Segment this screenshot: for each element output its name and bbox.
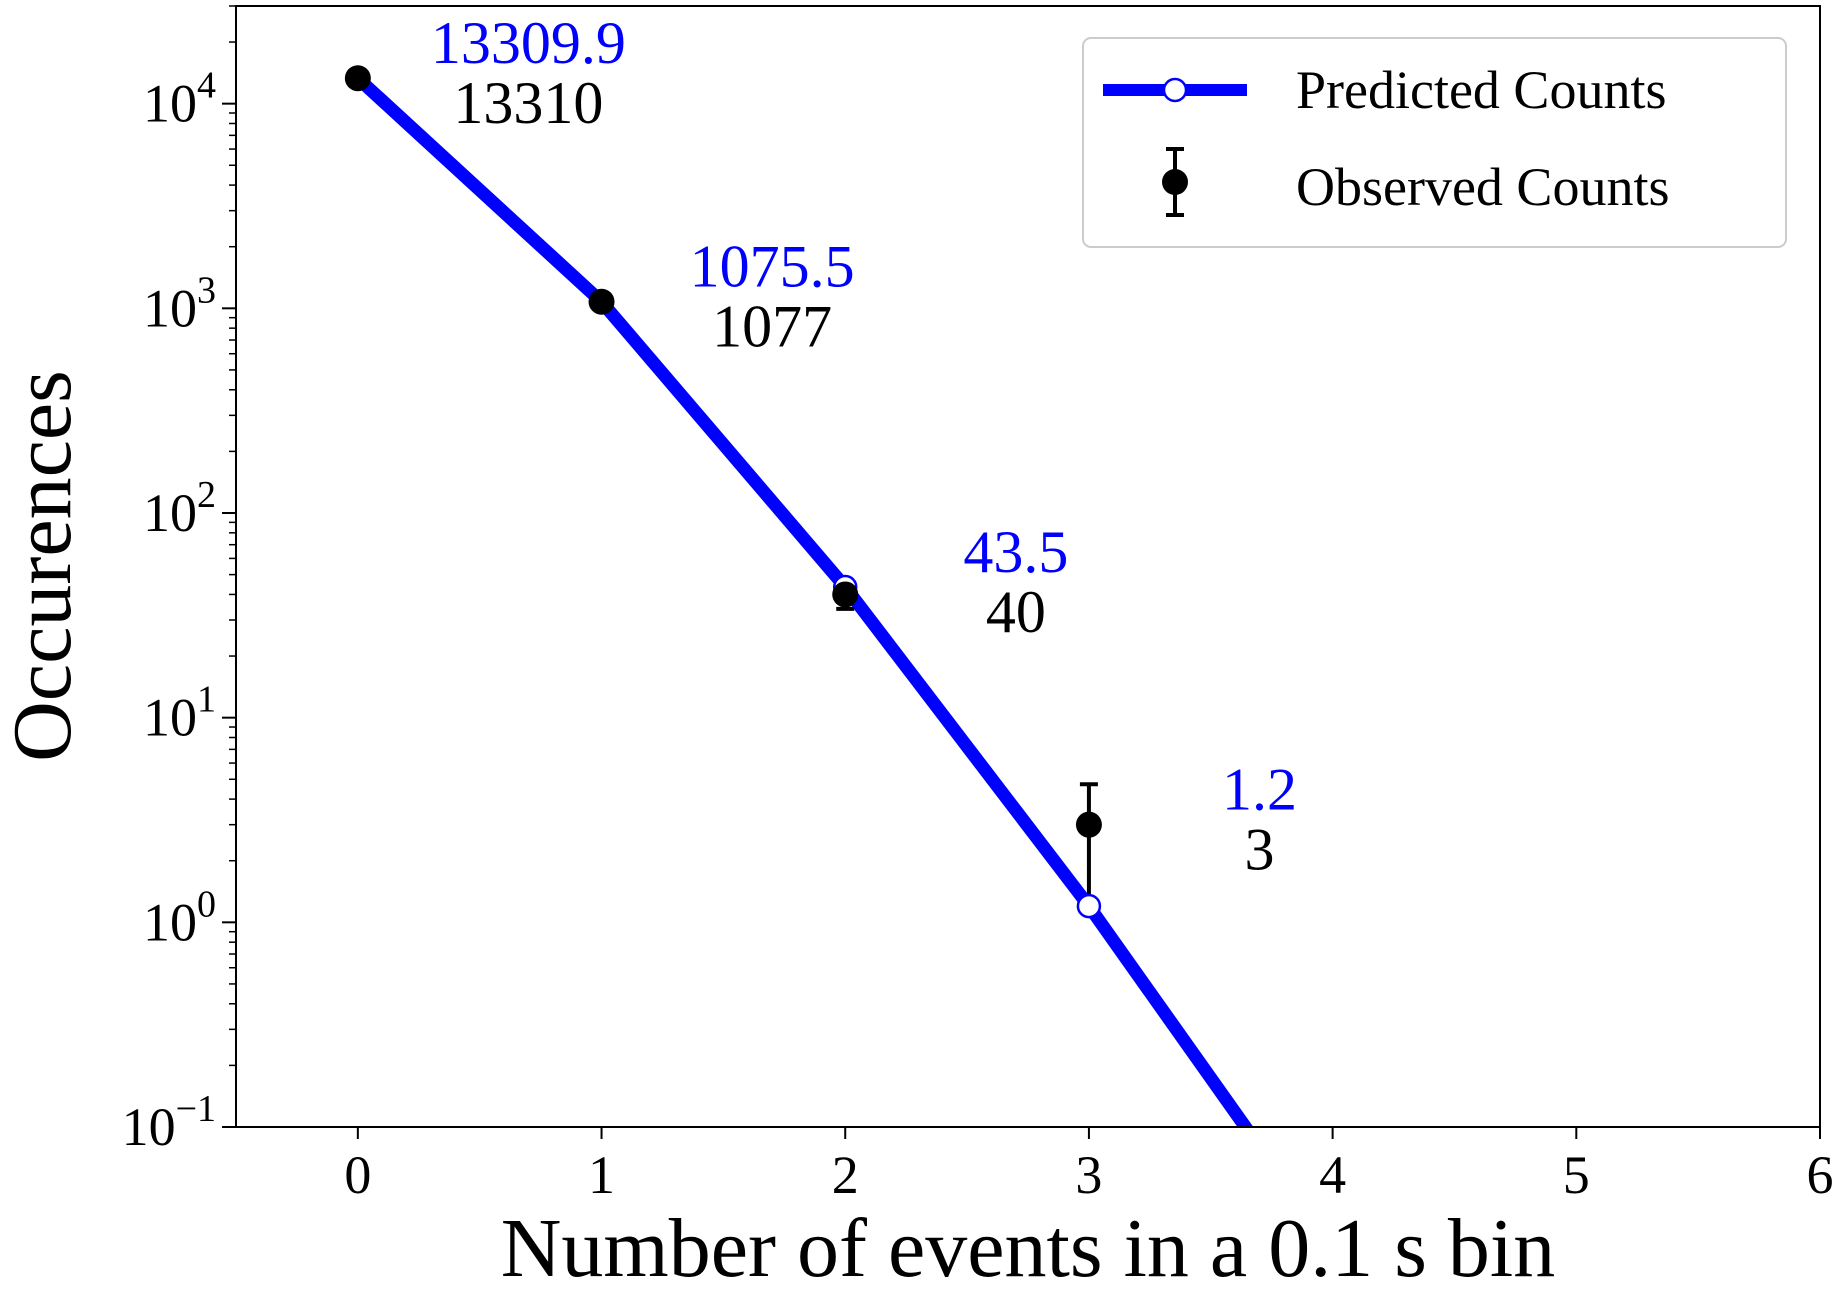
y-minor-ticks xyxy=(229,5,236,1067)
y-axis-label: Occurences xyxy=(0,370,89,762)
annotation-predicted: 1075.5 xyxy=(690,234,855,300)
predicted-marker xyxy=(1076,893,1102,919)
annotation-predicted: 43.5 xyxy=(963,519,1068,585)
x-tick-label: 3 xyxy=(1075,1145,1102,1205)
y-tick-label: 10−1 xyxy=(122,1088,216,1157)
plot-frame xyxy=(235,5,1821,1128)
x-tick-label: 0 xyxy=(344,1145,371,1205)
legend-box xyxy=(1082,37,1787,248)
x-tick-label: 2 xyxy=(832,1145,859,1205)
y-tick-label: 103 xyxy=(143,269,216,338)
observed-marker xyxy=(588,288,615,315)
observed-marker xyxy=(1075,811,1102,838)
legend-marker-observed xyxy=(1162,169,1188,195)
y-tick-label: 101 xyxy=(143,679,216,748)
y-tick-label: 104 xyxy=(143,65,216,134)
annotation-observed: 13310 xyxy=(453,70,603,136)
legend-marker-predicted xyxy=(1162,77,1188,103)
x-tick-label: 5 xyxy=(1563,1145,1590,1205)
legend-label-predicted: Predicted Counts xyxy=(1296,60,1666,120)
annotation-observed: 1077 xyxy=(712,294,832,360)
annotation-predicted: 13309.9 xyxy=(431,10,626,76)
x-tick-label: 1 xyxy=(588,1145,615,1205)
legend-label-observed: Observed Counts xyxy=(1296,157,1669,217)
y-tick-label: 102 xyxy=(143,474,216,543)
observed-marker xyxy=(832,581,859,608)
annotation-predicted: 1.2 xyxy=(1222,757,1297,823)
legend: Predicted Counts Observed Counts xyxy=(1082,37,1787,248)
y-axis: 10−1 100 101 102 103 104 xyxy=(122,65,236,1157)
x-tick-label: 6 xyxy=(1807,1145,1834,1205)
x-axis: 0 1 2 3 4 5 6 xyxy=(344,1127,1834,1205)
annotation-observed: 3 xyxy=(1245,817,1275,883)
x-tick-label: 4 xyxy=(1319,1145,1346,1205)
annotation-observed: 40 xyxy=(986,579,1046,645)
x-axis-label: Number of events in a 0.1 s bin xyxy=(501,1202,1555,1295)
y-tick-label: 100 xyxy=(143,883,216,952)
observed-marker xyxy=(344,65,371,92)
